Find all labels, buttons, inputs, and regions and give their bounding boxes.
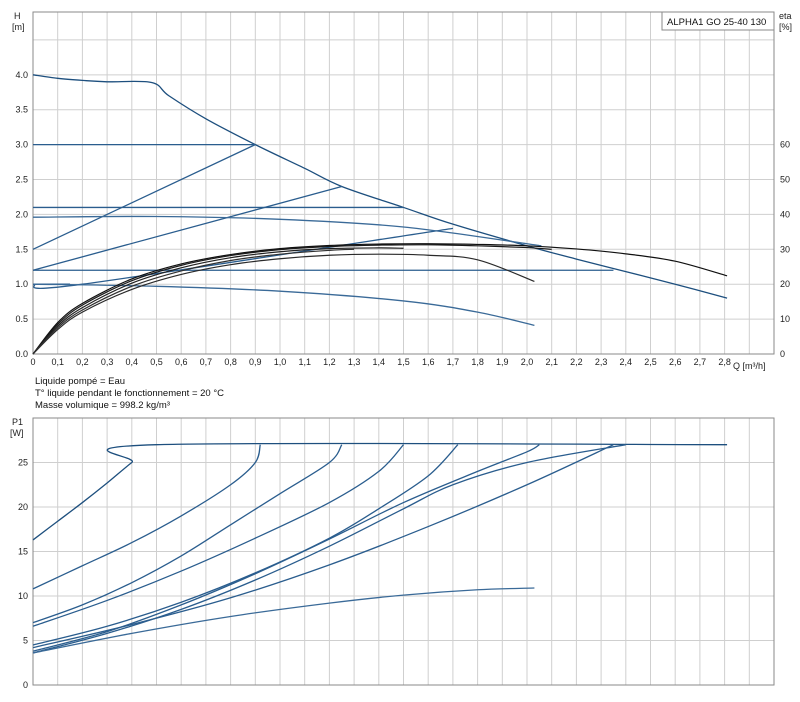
eta-y-tick-label: 30 [780, 244, 790, 254]
frame-layer [32, 11, 775, 686]
head-x-tick-label: 1,1 [298, 357, 311, 367]
eta-y-tick-label: 10 [780, 314, 790, 324]
eta-y-tick-label: 60 [780, 140, 790, 150]
head-curve-line [32, 215, 542, 247]
eta-y-tick-label: 40 [780, 209, 790, 219]
power-y-tick-label: 25 [18, 458, 28, 468]
power-curve-line [32, 442, 728, 541]
head-xlabel: Q [m³/h] [733, 361, 766, 371]
head-x-tick-label: 1,9 [496, 357, 509, 367]
head-ylabel-line2: [m] [12, 22, 25, 32]
head-x-tick-label: 0,3 [101, 357, 114, 367]
model-label: ALPHA1 GO 25-40 130 [667, 17, 766, 28]
head-curve-line [32, 144, 256, 250]
head-x-tick-label: 2,8 [718, 357, 731, 367]
eta-y-tick-label: 50 [780, 175, 790, 185]
head-y-tick-label: 2.0 [15, 209, 28, 219]
note-temperature: T° liquide pendant le fonctionnement = 2… [35, 388, 224, 399]
head-x-tick-label: 0,9 [249, 357, 262, 367]
head-y-tick-label: 1.5 [15, 244, 28, 254]
head-curve-line [32, 283, 535, 327]
head-x-tick-label: 1,3 [348, 357, 361, 367]
eta-ylabel-line1: eta [779, 11, 792, 21]
head-x-tick-label: 2,7 [694, 357, 707, 367]
head-x-tick-label: 2,2 [570, 357, 583, 367]
head-y-tick-label: 3.5 [15, 105, 28, 115]
head-x-tick-label: 1,8 [471, 357, 484, 367]
efficiency-curve-line [32, 248, 355, 355]
label-layer: H [m] eta [%] Q [m³/h] ALPHA1 GO 25-40 1… [10, 11, 792, 690]
model-label-box [661, 11, 775, 31]
power-curve-line [32, 587, 535, 654]
power-plot-frame [32, 417, 775, 686]
head-x-tick-label: 0,6 [175, 357, 188, 367]
power-curve-line [32, 444, 261, 590]
eta-y-tick-label: 20 [780, 279, 790, 289]
grid-layer [32, 12, 775, 685]
efficiency-curve-line [32, 253, 535, 355]
head-x-tick-label: 0 [30, 357, 35, 367]
power-y-tick-label: 0 [23, 680, 28, 690]
head-plot-frame [32, 11, 775, 355]
head-x-tick-label: 1,4 [373, 357, 386, 367]
head-x-tick-label: 1,7 [447, 357, 460, 367]
head-curve-line [32, 74, 728, 299]
power-curve-line [32, 444, 540, 652]
head-x-tick-label: 2,4 [620, 357, 633, 367]
power-ylabel-line2: [W] [10, 428, 24, 438]
head-y-tick-label: 1.0 [15, 279, 28, 289]
power-ylabel-line1: P1 [12, 417, 23, 427]
head-x-tick-label: 1,5 [397, 357, 410, 367]
eta-y-tick-label: 0 [780, 349, 785, 359]
head-x-tick-label: 1,6 [422, 357, 435, 367]
note-density: Masse volumique = 998.2 kg/m³ [35, 400, 170, 411]
head-y-tick-label: 3.0 [15, 140, 28, 150]
head-y-tick-label: 2.5 [15, 175, 28, 185]
eta-ylabel-line2: [%] [779, 22, 792, 32]
efficiency-curve-line [32, 243, 728, 355]
head-x-tick-label: 2,5 [644, 357, 657, 367]
head-y-tick-label: 0.5 [15, 314, 28, 324]
head-x-tick-label: 2,6 [669, 357, 682, 367]
head-x-tick-label: 0,4 [126, 357, 139, 367]
head-x-tick-label: 0,8 [224, 357, 237, 367]
efficiency-curve-line [32, 244, 552, 355]
head-x-tick-label: 2,3 [595, 357, 608, 367]
head-curve-line [32, 185, 342, 271]
head-x-tick-label: 1,2 [323, 357, 336, 367]
head-x-tick-label: 1,0 [274, 357, 287, 367]
power-y-tick-label: 5 [23, 636, 28, 646]
head-y-tick-label: 0.0 [15, 349, 28, 359]
head-y-tick-label: 4.0 [15, 70, 28, 80]
head-x-tick-label: 0,1 [51, 357, 64, 367]
power-y-tick-label: 20 [18, 502, 28, 512]
power-curve-line [32, 444, 614, 649]
head-x-tick-label: 0,5 [150, 357, 163, 367]
power-y-tick-label: 10 [18, 591, 28, 601]
power-curve-line [32, 444, 626, 654]
power-curve-line [32, 444, 343, 624]
power-curve-line [32, 444, 404, 627]
power-y-tick-label: 15 [18, 547, 28, 557]
head-x-tick-label: 0,7 [200, 357, 213, 367]
head-x-tick-label: 2,0 [521, 357, 534, 367]
efficiency-curve-line [32, 247, 404, 355]
head-ylabel-line1: H [14, 11, 21, 21]
note-liquid: Liquide pompé = Eau [35, 376, 125, 387]
head-x-tick-label: 2,1 [545, 357, 558, 367]
head-x-tick-label: 0,2 [76, 357, 89, 367]
series-layer [32, 74, 728, 654]
head-curve-line [32, 227, 453, 289]
